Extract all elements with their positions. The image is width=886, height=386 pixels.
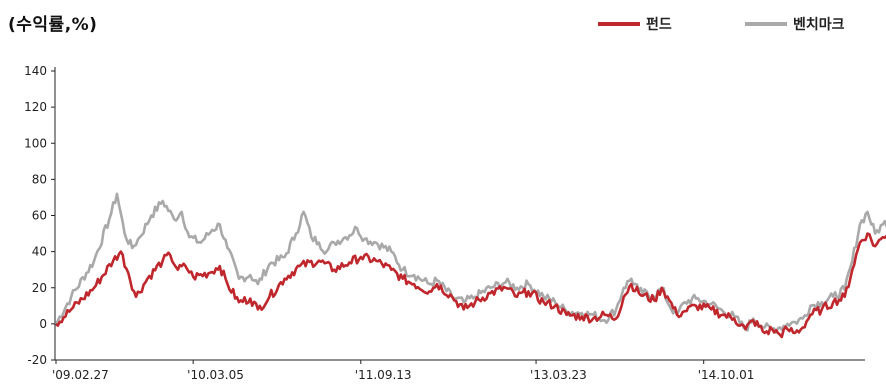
legend-item-fund: 펀드 bbox=[598, 14, 672, 34]
y-tick-label: 100 bbox=[24, 136, 47, 150]
y-tick-label: 40 bbox=[32, 245, 47, 259]
y-tick-label: 120 bbox=[24, 100, 47, 114]
legend-item-benchmark: 벤치마크 bbox=[745, 14, 845, 34]
y-tick-label: -20 bbox=[27, 353, 47, 367]
legend-label-benchmark: 벤치마크 bbox=[793, 17, 845, 33]
legend-swatch-fund bbox=[598, 22, 640, 26]
legend-swatch-benchmark bbox=[745, 22, 787, 26]
y-tick-label: 0 bbox=[39, 317, 47, 331]
x-tick-label: '13.03.23 bbox=[530, 368, 587, 382]
legend-label-fund: 펀드 bbox=[646, 17, 672, 33]
x-tick-label: '11.09.13 bbox=[355, 368, 412, 382]
x-tick-label: '14.10.01 bbox=[698, 368, 755, 382]
x-tick-label: '09.02.27 bbox=[52, 368, 109, 382]
y-tick-label: 20 bbox=[32, 281, 47, 295]
y-tick-label: 60 bbox=[32, 209, 47, 223]
series-line-fund bbox=[55, 232, 886, 339]
x-tick-label: '10.03.05 bbox=[187, 368, 244, 382]
series-line-benchmark bbox=[54, 192, 886, 334]
chart-title: (수익률,%) bbox=[8, 15, 98, 35]
y-tick-label: 80 bbox=[32, 172, 47, 186]
y-tick-label: 140 bbox=[24, 64, 47, 78]
